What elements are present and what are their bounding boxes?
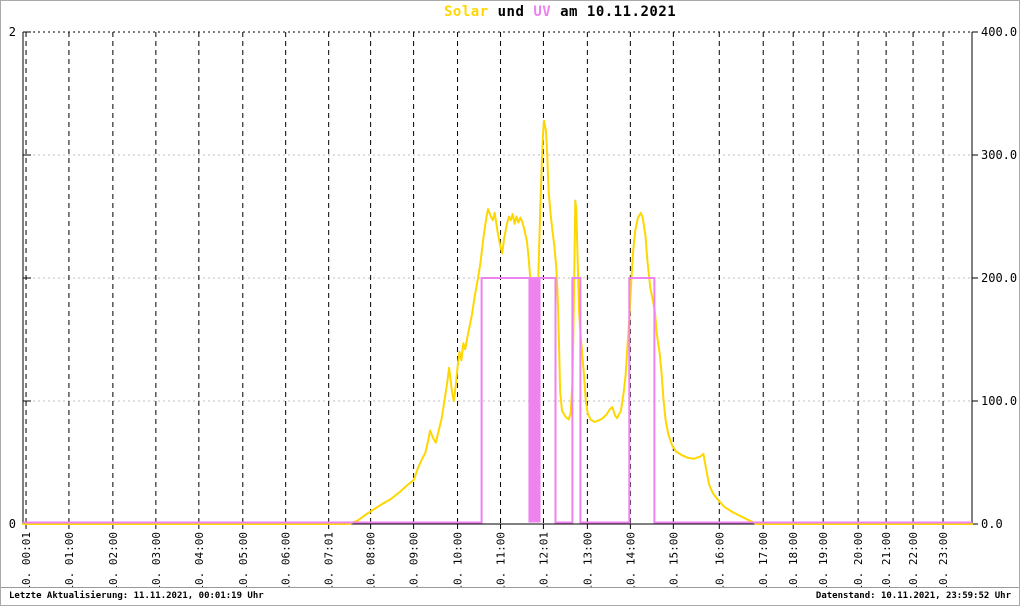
uv-series-line <box>23 277 972 524</box>
title-uv-label: UV <box>533 4 552 20</box>
right-axis-label: 300.0 <box>981 148 1017 162</box>
x-tick-label: 10. 05:00 <box>237 532 250 587</box>
x-tick-label: 10. 06:00 <box>280 532 293 587</box>
x-tick-label: 10. 09:00 <box>408 532 421 587</box>
right-axis-label: 100.0 <box>981 394 1017 408</box>
left-axis-label: 0 <box>9 517 16 531</box>
x-tick-label: 10. 12:01 <box>537 532 550 587</box>
left-axis-label: 2 <box>9 25 16 39</box>
x-tick-label: 10. 20:00 <box>852 532 865 587</box>
x-tick-label: 10. 01:00 <box>63 532 76 587</box>
x-tick-label: 10. 07:01 <box>323 532 336 587</box>
footer-last-update: Letzte Aktualisierung: 11.11.2021, 00:01… <box>9 591 264 601</box>
footer-bar: Letzte Aktualisierung: 11.11.2021, 00:01… <box>1 587 1019 605</box>
x-tick-label: 10. 11:00 <box>495 532 508 587</box>
x-tick-label: 10. 02:00 <box>107 532 120 587</box>
x-tick-label: 10. 13:00 <box>581 532 594 587</box>
x-tick-label: 10. 19:00 <box>817 532 830 587</box>
x-tick-label: 10. 21:00 <box>880 532 893 587</box>
title-date-label: am 10.11.2021 <box>551 4 677 20</box>
chart-title: Solar und UV am 10.11.2021 <box>444 4 676 20</box>
chart-svg: 2 0 400.0 300.0 200.0 100.0 0.0 10. 00:01 10. 01… <box>9 25 1017 587</box>
x-tick-label: 10. 23:00 <box>937 532 950 587</box>
x-tick-label: 10. 04:00 <box>193 532 206 587</box>
uv-oscillation-band <box>528 278 541 523</box>
x-tick-label: 10. 16:00 <box>713 532 726 587</box>
x-tick-label: 10. 14:00 <box>624 532 637 587</box>
footer-data-state: Datenstand: 10.11.2021, 23:59:52 Uhr <box>815 591 1011 601</box>
solar-series-line <box>22 119 973 525</box>
x-tick-label: 10. 03:00 <box>150 532 163 587</box>
x-tick-label: 10. 15:00 <box>667 532 680 587</box>
right-axis-label: 400.0 <box>981 25 1017 39</box>
right-axis-label: 0.0 <box>981 517 1003 531</box>
x-tick-label: 10. 10:00 <box>452 532 465 587</box>
x-tick-label: 10. 18:00 <box>787 532 800 587</box>
x-tick-label: 10. 00:01 <box>20 532 33 587</box>
title-und-label: und <box>488 4 534 20</box>
x-tick-label: 10. 17:00 <box>757 532 770 587</box>
title-solar-label: Solar <box>444 4 489 20</box>
x-tick-label: 10. 08:00 <box>365 532 378 587</box>
right-axis-label: 200.0 <box>981 271 1017 285</box>
x-tick-label: 10. 22:00 <box>907 532 920 587</box>
